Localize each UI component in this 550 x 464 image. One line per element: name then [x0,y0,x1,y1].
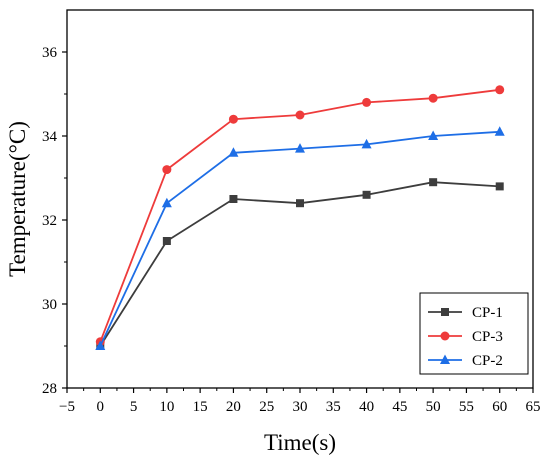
data-point-cp-3 [362,97,372,107]
x-tick-label: −5 [59,399,75,415]
y-tick-label: 30 [42,297,57,313]
legend-label-cp-2: CP-2 [472,353,503,369]
data-point-cp-1 [162,237,171,245]
x-tick-label: 10 [159,399,174,415]
data-point-cp-2 [295,143,305,153]
data-point-cp-3 [495,85,505,95]
x-tick-label: 60 [492,399,507,415]
x-tick-label: 50 [426,399,441,415]
data-point-cp-2 [361,138,372,149]
series-layer [95,85,505,350]
x-axis-title: Time(s) [264,430,336,455]
x-tick-label: 20 [226,399,241,415]
legend: CP-1 CP-3 CP-2 [419,292,529,375]
y-axis-ticks: 28 30 32 34 36 [42,45,67,397]
legend-item-cp-2: CP-2 [428,353,503,369]
data-point-cp-3 [295,110,305,120]
data-point-cp-2 [95,340,106,350]
x-tick-label: 25 [259,399,274,415]
y-tick-label: 36 [42,45,58,61]
data-point-cp-1 [429,178,438,187]
data-point-cp-2 [494,126,505,136]
y-tick-label: 32 [42,213,57,229]
data-point-cp-3 [428,93,438,103]
legend-marker-cp-3 [440,331,450,341]
legend-label-cp-3: CP-3 [472,329,503,345]
y-axis-title: Temperature(°C) [5,121,30,277]
data-point-cp-2 [428,130,439,140]
series-cp-2 [95,126,505,350]
legend-item-cp-3: CP-3 [428,329,503,345]
series-cp-3 [95,85,505,347]
legend-label-cp-1: CP-1 [472,305,503,321]
x-tick-label: 65 [526,399,541,415]
data-point-cp-1 [229,195,238,203]
data-point-cp-2 [228,147,239,157]
x-tick-label: 15 [193,399,208,415]
legend-item-cp-1: CP-1 [428,305,503,321]
data-point-cp-3 [228,114,238,124]
data-point-cp-1 [495,182,504,191]
x-axis-ticks: −5 0 5 10 15 20 25 30 35 40 45 50 55 60 65 [59,388,541,415]
data-point-cp-3 [162,165,172,175]
x-tick-label: 0 [97,399,105,415]
data-point-cp-1 [296,199,304,208]
x-tick-label: 55 [459,399,474,415]
data-point-cp-2 [161,197,172,208]
y-tick-label: 28 [42,381,57,397]
x-tick-label: 30 [293,399,308,415]
x-tick-label: 35 [326,399,341,415]
x-tick-label: 40 [359,399,374,415]
legend-items: CP-1 CP-3 CP-2 [428,305,503,369]
y-tick-label: 34 [42,129,58,145]
legend-marker-cp-2 [440,354,450,364]
data-point-cp-1 [362,190,371,199]
legend-marker-cp-1 [441,308,449,316]
x-tick-label: 5 [130,399,138,415]
x-tick-label: 45 [392,399,407,415]
